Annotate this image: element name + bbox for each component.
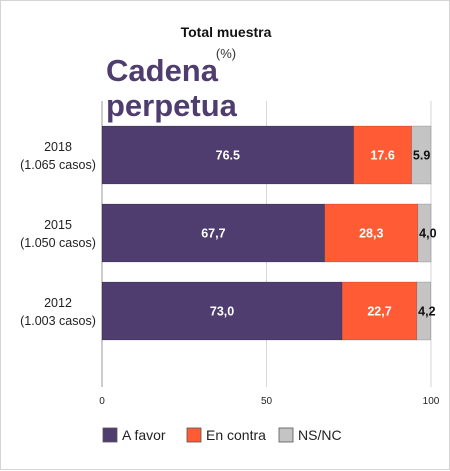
overlay-text-line-1: Cadena [106, 53, 219, 88]
chart-subtitle: (%) [216, 46, 236, 61]
tick-label: 0 [99, 396, 105, 407]
bar-segment [353, 125, 412, 185]
data-labels: 76.5 17.6 5.9 67,7 28,3 4,0 73,0 22,7 4,2 [201, 149, 436, 319]
category-label: 2012 [44, 296, 72, 310]
data-label: 73,0 [210, 305, 234, 319]
legend-entry: En contra [206, 427, 266, 443]
bar-segment [411, 125, 432, 185]
bar-segment [101, 125, 354, 185]
tick-label: 100 [423, 396, 440, 407]
data-label: 17.6 [370, 149, 394, 163]
legend-swatch [186, 427, 202, 443]
legend: A favor En contra NS/NC [102, 427, 342, 443]
data-label: 76.5 [216, 149, 240, 163]
legend-swatch [102, 427, 118, 443]
bars [101, 125, 432, 341]
bar-segment [341, 281, 418, 341]
data-label: 5.9 [413, 149, 430, 163]
data-label: 22,7 [367, 305, 391, 319]
bar-segment [416, 281, 431, 341]
data-label: 28,3 [359, 227, 383, 241]
data-label: 4,2 [418, 305, 435, 319]
category-label: 2015 [44, 218, 72, 232]
bar-segment [417, 203, 432, 263]
bar-segment [101, 281, 343, 341]
bar-segment [101, 203, 326, 263]
bar-segment [324, 203, 419, 263]
category-label: (1.003 casos) [20, 314, 96, 328]
data-label: 4,0 [419, 227, 436, 241]
chart-title: Total muestra [181, 24, 272, 40]
category-label: (1.065 casos) [20, 158, 96, 172]
data-label: 67,7 [201, 227, 225, 241]
category-label: (1.050 casos) [20, 236, 96, 250]
legend-swatch [278, 427, 294, 443]
legend-entry: NS/NC [298, 427, 342, 443]
category-labels: 2018 (1.065 casos) 2015 (1.050 casos) 2012 (1… [20, 140, 96, 328]
legend-entry: A favor [122, 427, 166, 443]
x-axis-ticks: 0 50 100 [99, 396, 440, 407]
tick-label: 50 [261, 396, 273, 407]
category-label: 2018 [44, 140, 72, 154]
overlay-text-line-2: perpetua [106, 88, 238, 123]
